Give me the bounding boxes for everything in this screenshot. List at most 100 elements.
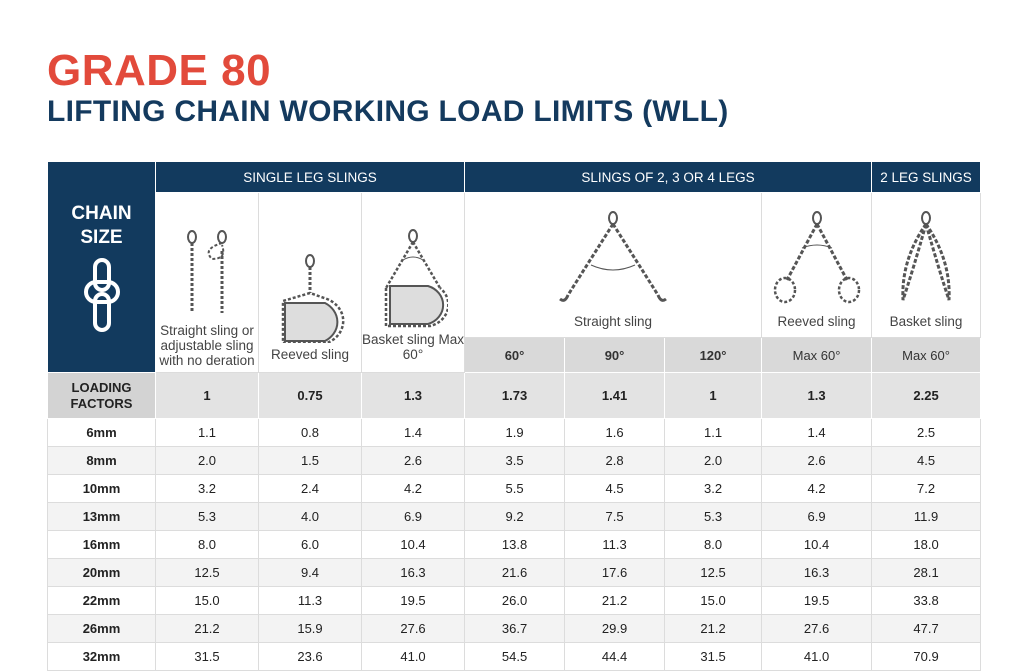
sling-type: Reeved sling [777, 314, 856, 329]
wll-value: 8.0 [664, 530, 763, 559]
wll-value: 1.4 [761, 418, 873, 447]
chain-size: 10mm [47, 474, 156, 503]
wll-value: 27.6 [360, 614, 466, 643]
wll-value: 12.5 [155, 558, 259, 587]
straight-sling-icon [187, 230, 227, 313]
wll-value: 26.0 [464, 586, 566, 615]
data-row: 20mm 12.5 9.4 16.3 21.6 17.6 12.5 16.3 28.1 [47, 558, 982, 587]
chain-size: 16mm [47, 530, 156, 559]
wll-value: 15.9 [258, 614, 362, 643]
wll-value: 4.5 [564, 474, 666, 503]
data-row: 16mm 8.0 6.0 10.4 13.8 11.3 8.0 10.4 18.0 [47, 530, 982, 559]
angle: Max 60° [761, 337, 873, 373]
wll-value: 21.2 [564, 586, 666, 615]
wll-value: 7.2 [871, 474, 982, 503]
loading-factors-label: LOADING FACTORS [47, 372, 156, 419]
wll-value: 5.3 [155, 502, 259, 531]
group-header: SLINGS OF 2, 3 OR 4 LEGS [464, 161, 873, 193]
chain-size: 22mm [47, 586, 156, 615]
wll-value: 2.0 [155, 446, 259, 475]
wll-value: 1.9 [464, 418, 566, 447]
wll-value: 13.8 [464, 530, 566, 559]
wll-table: CHAIN SIZE SINGLE LEG SLINGS SLINGS OF 2… [47, 161, 982, 671]
wll-value: 18.0 [871, 530, 982, 559]
wll-value: 70.9 [871, 642, 982, 671]
data-row: 10mm 3.2 2.4 4.2 5.5 4.5 3.2 4.2 7.2 [47, 474, 982, 503]
wll-value: 33.8 [871, 586, 982, 615]
group-header: SINGLE LEG SLINGS [154, 161, 466, 193]
angle: 90° [564, 337, 666, 373]
wll-value: 2.8 [564, 446, 666, 475]
sling-cell: Basket sling [871, 192, 982, 338]
angle: 120° [664, 337, 763, 373]
loading-factor: 0.75 [258, 372, 362, 419]
data-row: 6mm 1.1 0.8 1.4 1.9 1.6 1.1 1.4 2.5 [47, 418, 982, 447]
wll-value: 29.9 [564, 614, 666, 643]
wll-value: 21.2 [155, 614, 259, 643]
sling-type: Basket sling Max 60° [362, 332, 465, 362]
wll-value: 4.0 [258, 502, 362, 531]
sling-cell: Reeved sling [761, 192, 873, 338]
wll-value: 31.5 [664, 642, 763, 671]
sling-type: Basket sling [889, 314, 963, 329]
reeved-2leg-icon [773, 211, 860, 304]
wll-value: 1.1 [664, 418, 763, 447]
wll-value: 5.3 [664, 502, 763, 531]
wll-value: 11.3 [258, 586, 362, 615]
wll-value: 23.6 [258, 642, 362, 671]
data-row: 22mm 15.0 11.3 19.5 26.0 21.2 15.0 19.5 33.8 [47, 586, 982, 615]
sling-type: Straight sling or adjustable sling with … [159, 323, 255, 368]
wll-value: 5.5 [464, 474, 566, 503]
wll-value: 21.6 [464, 558, 566, 587]
sling-cell: Straight sling [464, 192, 763, 338]
loading-factor: 1.73 [464, 372, 566, 419]
wll-value: 2.6 [360, 446, 466, 475]
wll-value: 12.5 [664, 558, 763, 587]
wll-value: 4.2 [360, 474, 466, 503]
subtitle: LIFTING CHAIN WORKING LOAD LIMITS (WLL) [47, 95, 729, 128]
loading-factor: 1 [155, 372, 259, 419]
loading-factor: 1.41 [564, 372, 666, 419]
wll-value: 2.4 [258, 474, 362, 503]
chain-size: 32mm [47, 642, 156, 671]
chain-size: 13mm [47, 502, 156, 531]
loading-factors-text: LOADING FACTORS [70, 379, 133, 411]
wll-value: 4.5 [871, 446, 982, 475]
wll-value: 9.2 [464, 502, 566, 531]
wll-value: 8.0 [155, 530, 259, 559]
loading-factor: 1.3 [761, 372, 873, 419]
wll-value: 1.4 [360, 418, 466, 447]
chain-icon [83, 258, 120, 332]
loading-factor: 2.25 [871, 372, 982, 419]
wll-value: 6.9 [761, 502, 873, 531]
wll-value: 47.7 [871, 614, 982, 643]
wll-value: 19.5 [761, 586, 873, 615]
wll-value: 10.4 [761, 530, 873, 559]
wll-value: 10.4 [360, 530, 466, 559]
title: GRADE 80 [47, 46, 272, 95]
wll-value: 9.4 [258, 558, 362, 587]
wll-value: 7.5 [564, 502, 666, 531]
wll-value: 1.5 [258, 446, 362, 475]
chain-size: 20mm [47, 558, 156, 587]
reeved-sling-icon [281, 254, 345, 343]
chain-size: 26mm [47, 614, 156, 643]
wll-value: 4.2 [761, 474, 873, 503]
wll-value: 54.5 [464, 642, 566, 671]
wll-value: 2.5 [871, 418, 982, 447]
wll-value: 6.9 [360, 502, 466, 531]
wll-value: 0.8 [258, 418, 362, 447]
chain-size: 6mm [47, 418, 156, 447]
wll-value: 21.2 [664, 614, 763, 643]
wll-value: 2.6 [761, 446, 873, 475]
data-row: 13mm 5.3 4.0 6.9 9.2 7.5 5.3 6.9 11.9 [47, 502, 982, 531]
group-header: 2 LEG SLINGS [871, 161, 982, 193]
sling-cell: Straight sling or adjustable sling with … [155, 192, 259, 373]
wll-value: 31.5 [155, 642, 259, 671]
chain-size: 8mm [47, 446, 156, 475]
wll-value: 3.2 [664, 474, 763, 503]
wll-value: 6.0 [258, 530, 362, 559]
wll-value: 1.1 [155, 418, 259, 447]
wll-value: 3.5 [464, 446, 566, 475]
